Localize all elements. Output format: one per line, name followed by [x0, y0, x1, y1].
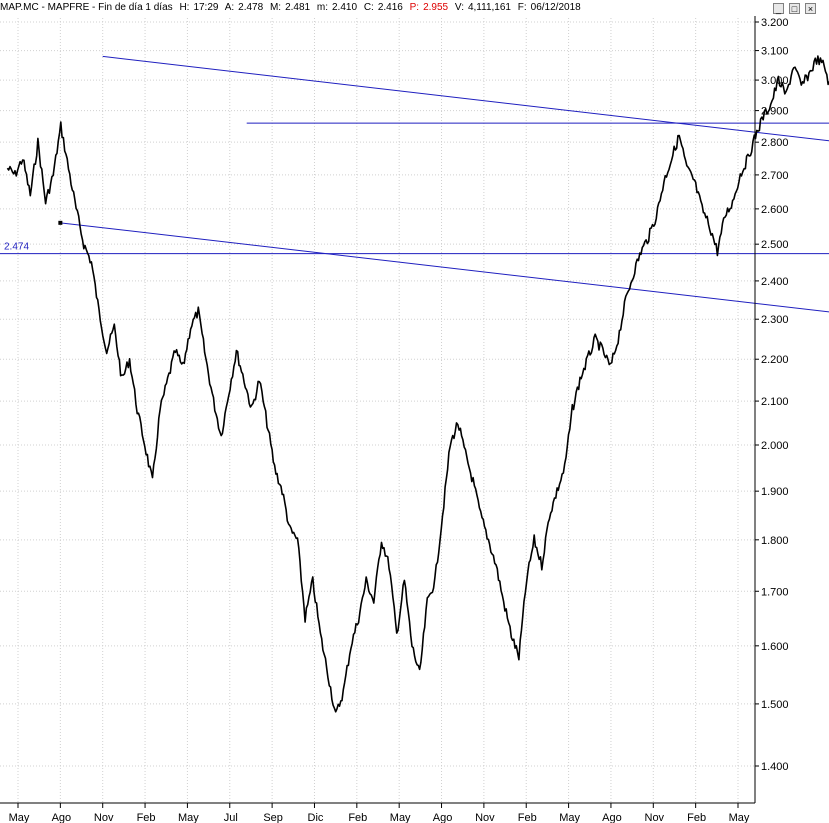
v-value: 4,111,161: [467, 2, 511, 13]
y-tick-label: 1.800: [761, 535, 789, 547]
x-tick-label: Feb: [348, 812, 367, 823]
y-tick-label: 2.600: [761, 204, 789, 216]
a-label: A:: [224, 2, 235, 13]
x-tick-label: Feb: [518, 812, 537, 823]
f-value: 06/12/2018: [530, 2, 581, 13]
x-tick-label: Jul: [224, 812, 238, 823]
support-price-label: 2.474: [4, 242, 29, 253]
price-level-label: 2.474: [4, 242, 29, 253]
y-tick-label: 2.900: [761, 106, 789, 118]
p-value: 2.955: [423, 2, 449, 13]
y-tick-label: 2.100: [761, 396, 789, 408]
v-label: V:: [454, 2, 464, 13]
trend-start-marker: [58, 220, 63, 225]
x-tick-label: May: [178, 812, 199, 823]
x-tick-label: May: [729, 812, 750, 823]
h-label: H:: [179, 2, 190, 13]
a-value: 2.478: [238, 2, 264, 13]
m-value: 2.481: [285, 2, 311, 13]
y-tick-label: 2.000: [761, 440, 789, 452]
y-tick-label: 2.200: [761, 354, 789, 366]
x-tick-label: Dic: [308, 812, 324, 823]
y-tick-label: 1.500: [761, 699, 789, 711]
y-tick-label: 3.200: [761, 17, 789, 29]
x-tick-label: Ago: [52, 812, 72, 823]
grid-lines: [0, 0, 755, 803]
x-axis-ticks: May Ago Nov Feb May Jul Sep Dic Feb May Ago Nov Feb M…: [9, 803, 750, 823]
close-button[interactable]: ×: [805, 3, 816, 14]
h-value: 17:29: [193, 2, 219, 13]
x-tick-label: May: [390, 812, 411, 823]
x-tick-label: Nov: [475, 812, 495, 823]
y-tick-label: 2.400: [761, 276, 789, 288]
y-tick-label: 3.100: [761, 46, 789, 58]
minimize-button[interactable]: _: [773, 3, 784, 14]
f-label: F:: [517, 2, 527, 13]
c-value: 2.416: [377, 2, 403, 13]
x-tick-label: Feb: [137, 812, 156, 823]
x-tick-label: May: [9, 812, 30, 823]
y-tick-label: 1.900: [761, 486, 789, 498]
symbol-label: MAP.MC - MAPFRE - Fin de día 1 días: [0, 2, 173, 13]
m-label: M:: [269, 2, 282, 13]
mn-label: m:: [316, 2, 328, 13]
price-series: [6, 55, 829, 713]
x-tick-label: May: [559, 812, 580, 823]
x-tick-label: Nov: [94, 812, 114, 823]
y-tick-label: 1.600: [761, 641, 789, 653]
x-tick-label: Ago: [602, 812, 622, 823]
y-axis-ticks: 3.200 3.100 3.000 2.900 2.800 2.700 2.600 2.500…: [755, 17, 789, 773]
y-tick-label: 1.700: [761, 586, 789, 598]
trend-lines: [0, 55, 829, 313]
mn-value: 2.410: [332, 2, 358, 13]
c-label: C:: [363, 2, 374, 13]
lower-trend-line: [60, 222, 829, 313]
price-line: [6, 55, 829, 713]
y-tick-label: 2.700: [761, 170, 789, 182]
x-tick-label: Feb: [687, 812, 706, 823]
chart-header: MAP.MC - MAPFRE - Fin de día 1 días H: 17…: [0, 0, 760, 16]
upper-trend-line: [102, 55, 829, 142]
y-tick-label: 1.400: [761, 761, 789, 773]
x-tick-label: Sep: [263, 812, 283, 823]
y-tick-label: 2.800: [761, 137, 789, 149]
y-tick-label: 2.500: [761, 239, 789, 251]
y-tick-label: 2.300: [761, 314, 789, 326]
x-tick-label: Ago: [433, 812, 453, 823]
p-label: P:: [409, 2, 420, 13]
x-tick-label: Nov: [645, 812, 665, 823]
y-tick-label: 3.000: [761, 75, 789, 87]
maximize-button[interactable]: □: [789, 3, 800, 14]
